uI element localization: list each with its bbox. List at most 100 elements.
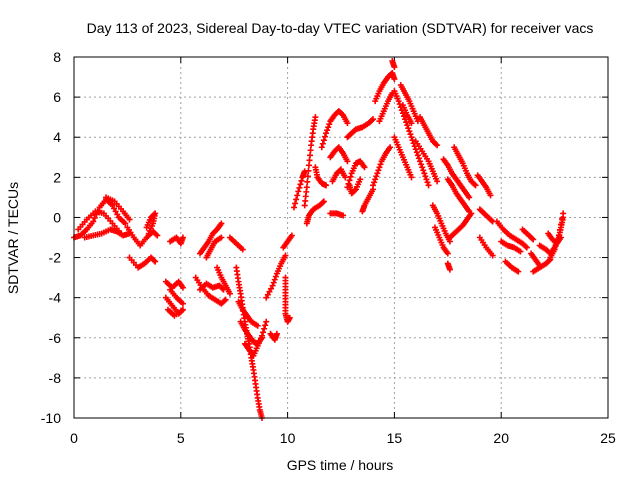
data-point xyxy=(109,202,116,209)
data-point xyxy=(408,120,415,127)
data-point xyxy=(376,164,383,171)
data-point xyxy=(226,290,233,297)
data-point xyxy=(420,167,427,174)
data-point xyxy=(446,266,453,273)
data-point xyxy=(409,137,416,144)
data-point xyxy=(318,144,325,151)
data-point xyxy=(553,239,560,246)
data-point xyxy=(268,285,275,292)
data-point xyxy=(368,117,375,124)
data-point xyxy=(515,268,522,275)
data-point xyxy=(321,133,328,140)
data-point xyxy=(179,300,186,307)
data-point xyxy=(371,179,378,186)
x-tick-label: 15 xyxy=(387,430,403,446)
data-point xyxy=(556,226,563,233)
data-point xyxy=(112,208,119,215)
data-point xyxy=(558,221,565,228)
data-point xyxy=(396,101,403,108)
data-point xyxy=(522,243,529,250)
data-point xyxy=(357,176,364,183)
data-point xyxy=(296,184,303,191)
data-point xyxy=(424,179,431,186)
data-point xyxy=(218,220,225,227)
data-point xyxy=(529,235,536,242)
data-point xyxy=(254,322,261,329)
data-point xyxy=(373,173,380,180)
data-point xyxy=(370,182,377,189)
data-point xyxy=(326,121,333,128)
data-point xyxy=(344,158,351,165)
data-point xyxy=(303,184,310,191)
data-point xyxy=(292,200,299,207)
data-point xyxy=(154,232,161,239)
data-point xyxy=(295,188,302,195)
data-point xyxy=(417,158,424,165)
x-tick-label: 10 xyxy=(280,430,296,446)
data-point xyxy=(164,306,171,313)
data-point xyxy=(260,329,267,336)
data-point xyxy=(219,285,226,292)
data-point xyxy=(423,176,430,183)
data-point xyxy=(117,230,124,237)
data-point xyxy=(554,236,561,243)
y-tick-label: 6 xyxy=(53,89,61,105)
x-tick-label: 0 xyxy=(70,430,78,446)
data-point xyxy=(374,170,381,177)
data-point xyxy=(270,279,277,286)
data-point xyxy=(395,98,402,105)
y-tick-label: -4 xyxy=(49,290,62,306)
data-point xyxy=(179,284,186,291)
data-point xyxy=(261,325,268,332)
data-point xyxy=(320,198,327,205)
data-point xyxy=(340,212,347,219)
data-point xyxy=(152,258,159,265)
y-tick-label: -8 xyxy=(49,370,62,386)
data-point xyxy=(372,176,379,183)
data-point xyxy=(472,182,479,189)
data-point xyxy=(375,167,382,174)
data-point xyxy=(419,164,426,171)
y-tick-label: -10 xyxy=(41,410,61,426)
data-point xyxy=(414,152,421,159)
data-point xyxy=(434,178,441,185)
data-point xyxy=(291,204,298,211)
data-point xyxy=(413,149,420,156)
data-point xyxy=(466,194,473,201)
data-point xyxy=(361,164,368,171)
data-point xyxy=(347,173,354,180)
data-point xyxy=(471,181,478,188)
data-point xyxy=(444,250,451,257)
data-point xyxy=(294,192,301,199)
data-point xyxy=(523,244,530,251)
data-point xyxy=(307,147,314,154)
data-point xyxy=(468,210,475,217)
data-point xyxy=(288,232,295,239)
data-point xyxy=(433,141,440,148)
data-point xyxy=(351,187,358,194)
y-tick-label: 2 xyxy=(53,169,61,185)
data-point xyxy=(489,252,496,259)
data-point xyxy=(406,128,413,135)
data-point xyxy=(239,246,246,253)
y-tick-label: 8 xyxy=(53,49,61,65)
data-point xyxy=(403,119,410,126)
data-point xyxy=(323,130,330,137)
data-point xyxy=(271,276,278,283)
data-point xyxy=(370,116,377,123)
data-point xyxy=(320,137,327,144)
data-point xyxy=(517,248,524,255)
data-point xyxy=(264,291,271,298)
data-point xyxy=(319,199,326,206)
data-point xyxy=(391,64,398,71)
data-point xyxy=(425,182,432,189)
data-point xyxy=(272,273,279,280)
data-point xyxy=(282,252,289,259)
grid-lines xyxy=(74,57,608,418)
data-point xyxy=(286,314,293,321)
data-point xyxy=(145,230,152,237)
data-point xyxy=(552,243,559,250)
data-point xyxy=(298,177,305,184)
data-point xyxy=(560,210,567,217)
